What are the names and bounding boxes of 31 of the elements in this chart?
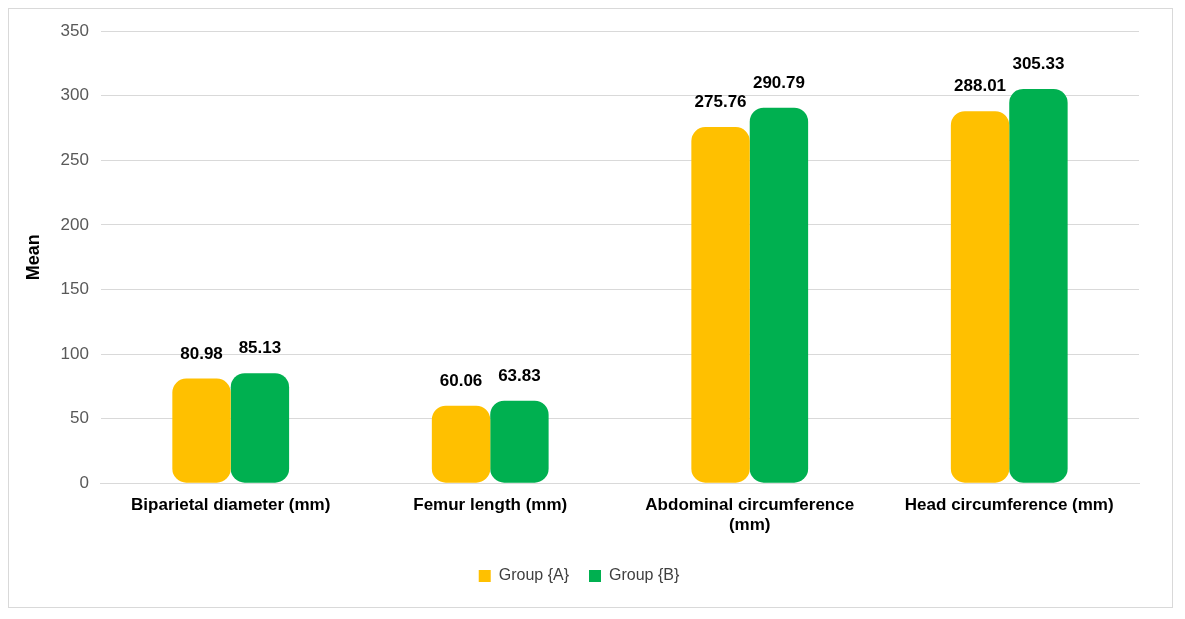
bar: [749, 107, 809, 483]
bar: [950, 111, 1010, 483]
x-tick-label: Femur length (mm): [413, 495, 568, 515]
bar: [490, 400, 549, 483]
data-label: 288.01: [954, 76, 1007, 96]
bar: [230, 373, 290, 483]
data-label: 85.13: [238, 338, 282, 358]
data-label: 63.83: [498, 365, 541, 385]
y-tick-label: 200: [60, 214, 89, 234]
data-label: 275.76: [694, 92, 747, 112]
data-label: 290.79: [752, 72, 805, 92]
data-label: 80.98: [180, 343, 223, 363]
bar: [1009, 88, 1068, 483]
bar: [691, 127, 750, 483]
data-label: 60.06: [439, 370, 483, 390]
legend-label: Group {B}: [609, 566, 680, 584]
y-tick-label: 250: [60, 150, 89, 170]
data-label: 305.33: [1012, 54, 1065, 74]
bar: [172, 378, 231, 483]
y-tick-label: 50: [70, 408, 89, 428]
y-tick-label: 0: [79, 472, 89, 492]
x-tick-label: Head circumference (mm): [904, 495, 1114, 515]
y-tick-label: 300: [60, 85, 89, 105]
y-axis-title: Mean: [22, 234, 43, 281]
legend-label: Group {A}: [498, 566, 570, 584]
x-tick-label: Abdominal circumference (mm): [645, 495, 855, 535]
y-tick-label: 350: [60, 20, 89, 40]
x-tick-label: Biparietal diameter (mm): [131, 495, 331, 515]
y-tick-label: 100: [60, 343, 89, 363]
bar: [431, 405, 491, 483]
y-tick-label: 150: [60, 279, 89, 299]
